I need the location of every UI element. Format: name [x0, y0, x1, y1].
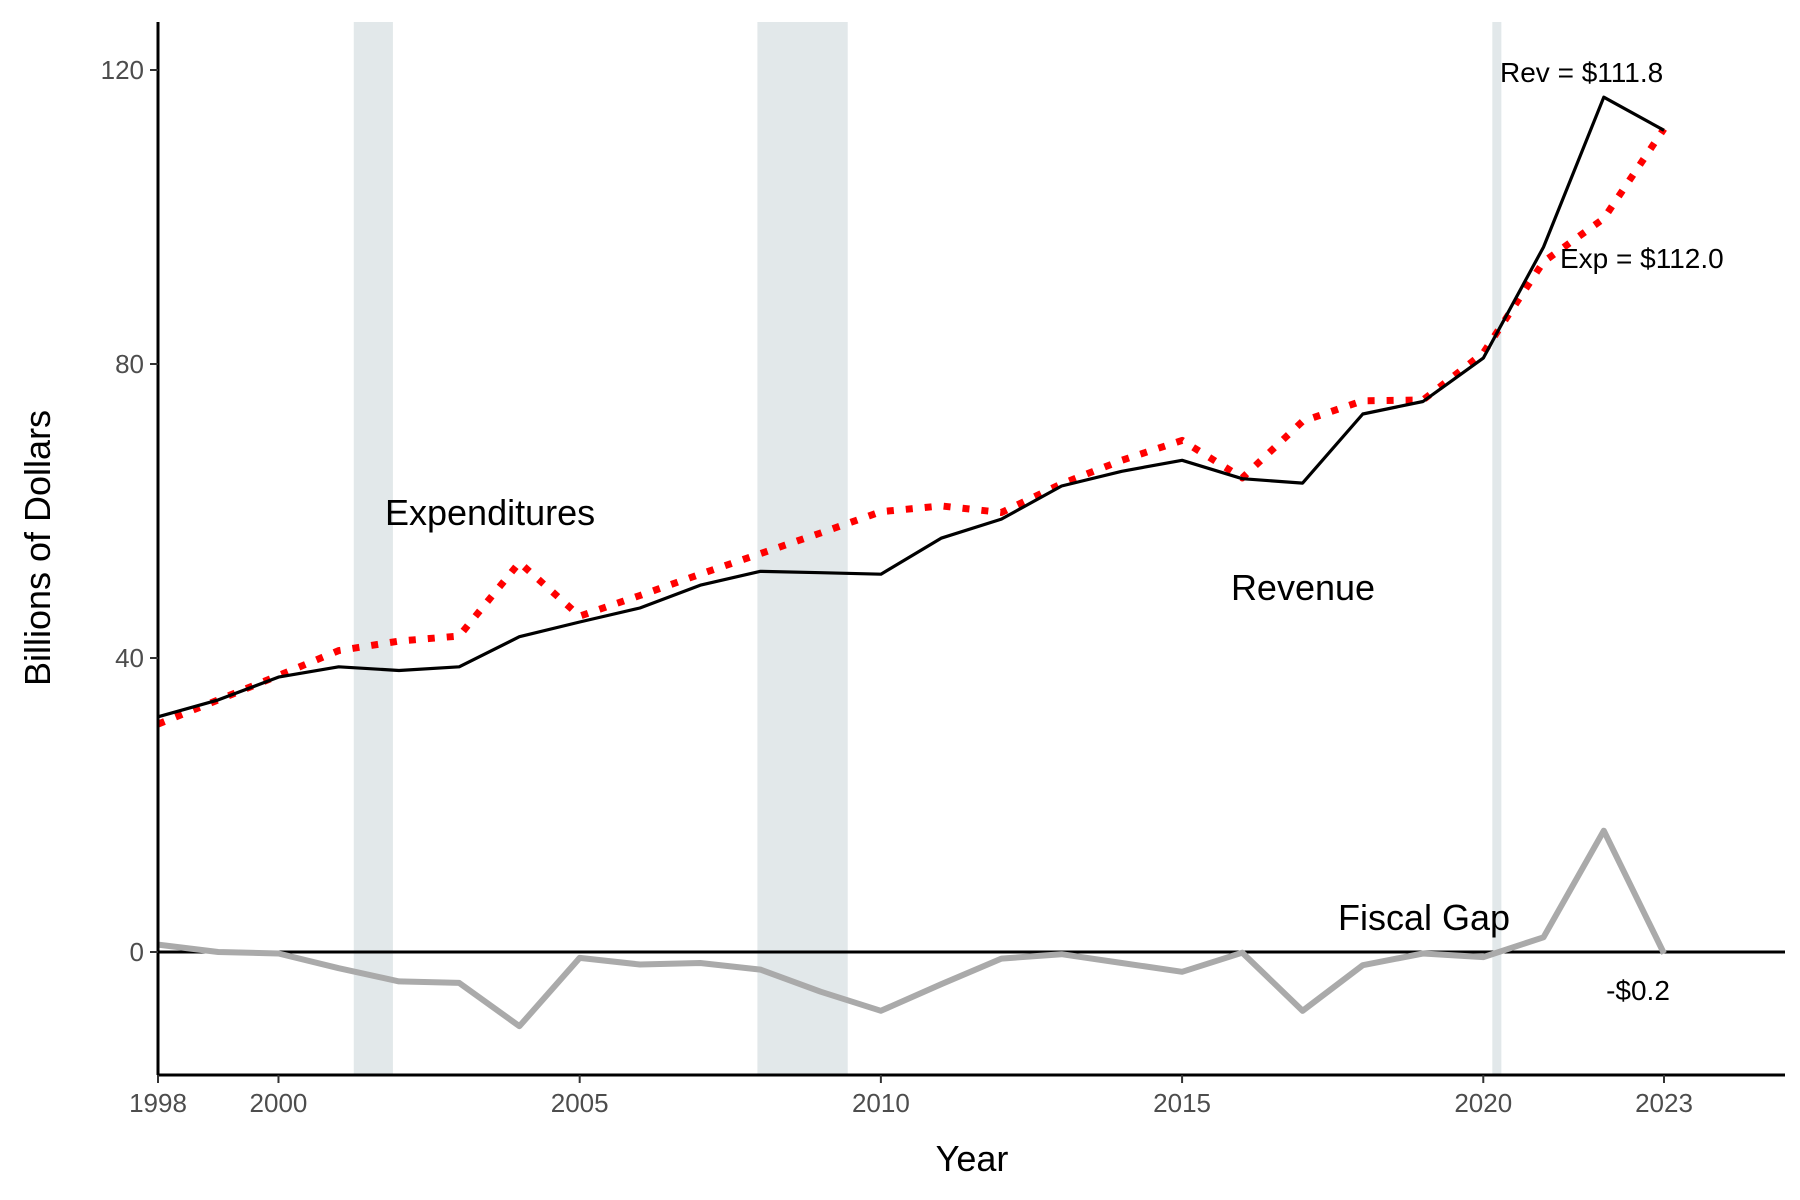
rev-end-label: Rev = $111.8 — [1500, 57, 1663, 88]
revenue-label: Revenue — [1231, 567, 1375, 608]
gap-end-label: -$0.2 — [1606, 975, 1670, 1006]
x-tick-label-2015: 2015 — [1153, 1088, 1211, 1118]
x-tick-label-1998: 1998 — [129, 1088, 187, 1118]
ticks: 1998 2000 2005 2010 2015 2020 2023 0 40 80 120 — [101, 55, 1693, 1118]
x-tick-label-2000: 2000 — [250, 1088, 308, 1118]
recession-band-3 — [1492, 22, 1502, 1075]
recession-band-2 — [757, 22, 848, 1075]
x-tick-label-2020: 2020 — [1454, 1088, 1512, 1118]
x-tick-label-2005: 2005 — [551, 1088, 609, 1118]
y-axis-title: Billions of Dollars — [17, 410, 58, 686]
x-axis-title: Year — [936, 1138, 1009, 1179]
recession-band-1 — [353, 22, 393, 1075]
exp-end-label: Exp = $112.0 — [1560, 243, 1724, 274]
x-tick-label-2023: 2023 — [1635, 1088, 1693, 1118]
recession-shading — [353, 22, 1502, 1075]
x-tick-label-2010: 2010 — [852, 1088, 910, 1118]
fiscal-gap-label: Fiscal Gap — [1338, 897, 1510, 938]
y-tick-label-80: 80 — [115, 349, 144, 379]
y-tick-label-120: 120 — [101, 55, 144, 85]
y-tick-label-40: 40 — [115, 643, 144, 673]
expenditures-line — [156, 126, 1667, 728]
y-tick-label-0: 0 — [130, 937, 144, 967]
series-lines — [156, 95, 1667, 1030]
revenue-line — [157, 95, 1665, 719]
expenditures-label: Expenditures — [385, 492, 595, 533]
fiscal-gap-line — [157, 827, 1667, 1030]
axes — [156, 22, 1785, 1077]
